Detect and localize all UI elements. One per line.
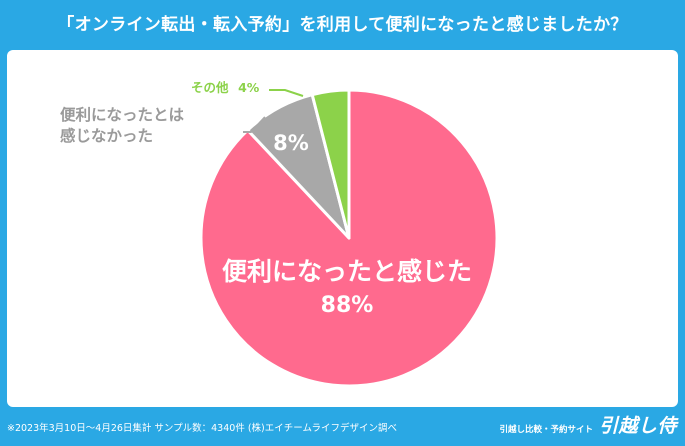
footer-bar: ※2023年3月10日～4月26日集計 サンプル数：4340件 (株)エイチーム… — [0, 407, 685, 446]
leader-line-not-convenient — [243, 116, 266, 133]
pie-chart: 便利になったと感じた 88% 8% 便利になったとは 感じなかった その他 4% — [60, 77, 499, 388]
slice-label-not-convenient-line2: 感じなかった — [60, 126, 153, 145]
pie-slices — [199, 88, 499, 388]
pie-leader-lines — [243, 89, 304, 133]
slice-value-other: 4% — [238, 80, 260, 95]
slice-label-other: その他 4% — [191, 77, 260, 96]
slice-value-not-convenient: 8% — [273, 131, 309, 155]
slice-label-not-convenient-line1: 便利になったとは — [60, 105, 185, 124]
slice-value-convenient: 88% — [321, 293, 374, 318]
brand-block[interactable]: 引越し比較・予約サイト 引越し侍 — [499, 411, 677, 438]
pie-slice-other — [310, 88, 351, 240]
brand-tagline: 引越し比較・予約サイト — [499, 425, 593, 435]
leader-line-other — [269, 89, 304, 97]
slice-label-other-name: その他 — [191, 80, 229, 95]
survey-footnote: ※2023年3月10日～4月26日集計 サンプル数：4340件 (株)エイチーム… — [7, 423, 397, 434]
slice-label-convenient: 便利になったと感じた — [222, 257, 472, 286]
chart-title: 「オンライン転出・転入予約」を利用して便利になったと感じましたか？ — [57, 15, 628, 35]
pie-labels: 便利になったと感じた 88% 8% 便利になったとは 感じなかった その他 4% — [60, 77, 472, 318]
chart-panel: 便利になったと感じた 88% 8% 便利になったとは 感じなかった その他 4% — [7, 50, 678, 407]
brand-logo[interactable]: 引越し侍 — [598, 415, 677, 437]
